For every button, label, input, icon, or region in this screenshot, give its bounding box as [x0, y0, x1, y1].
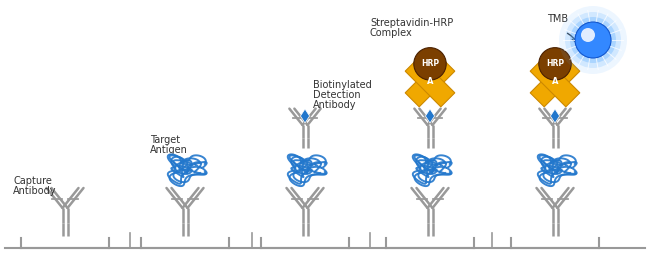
Text: A: A — [427, 77, 434, 87]
Text: HRP: HRP — [546, 59, 564, 68]
Circle shape — [570, 17, 616, 63]
Text: Complex: Complex — [370, 28, 413, 38]
Polygon shape — [530, 57, 580, 107]
Circle shape — [539, 48, 571, 80]
Circle shape — [565, 12, 621, 68]
Text: Biotinylated: Biotinylated — [313, 80, 372, 90]
Polygon shape — [405, 57, 455, 107]
Circle shape — [559, 6, 627, 74]
Text: Capture: Capture — [13, 176, 52, 186]
Circle shape — [414, 48, 446, 80]
Text: Antibody: Antibody — [13, 186, 57, 196]
Text: Target: Target — [150, 135, 180, 145]
Text: TMB: TMB — [547, 14, 568, 24]
Circle shape — [575, 22, 611, 58]
Polygon shape — [530, 57, 580, 107]
Polygon shape — [426, 109, 435, 123]
Text: A: A — [552, 77, 558, 87]
Text: Streptavidin-HRP: Streptavidin-HRP — [370, 18, 453, 28]
Polygon shape — [300, 109, 309, 123]
Text: Detection: Detection — [313, 90, 361, 100]
Polygon shape — [551, 109, 560, 123]
Circle shape — [581, 28, 595, 42]
Text: Antigen: Antigen — [150, 145, 188, 155]
Polygon shape — [405, 57, 455, 107]
Text: Antibody: Antibody — [313, 100, 356, 110]
Text: HRP: HRP — [421, 59, 439, 68]
